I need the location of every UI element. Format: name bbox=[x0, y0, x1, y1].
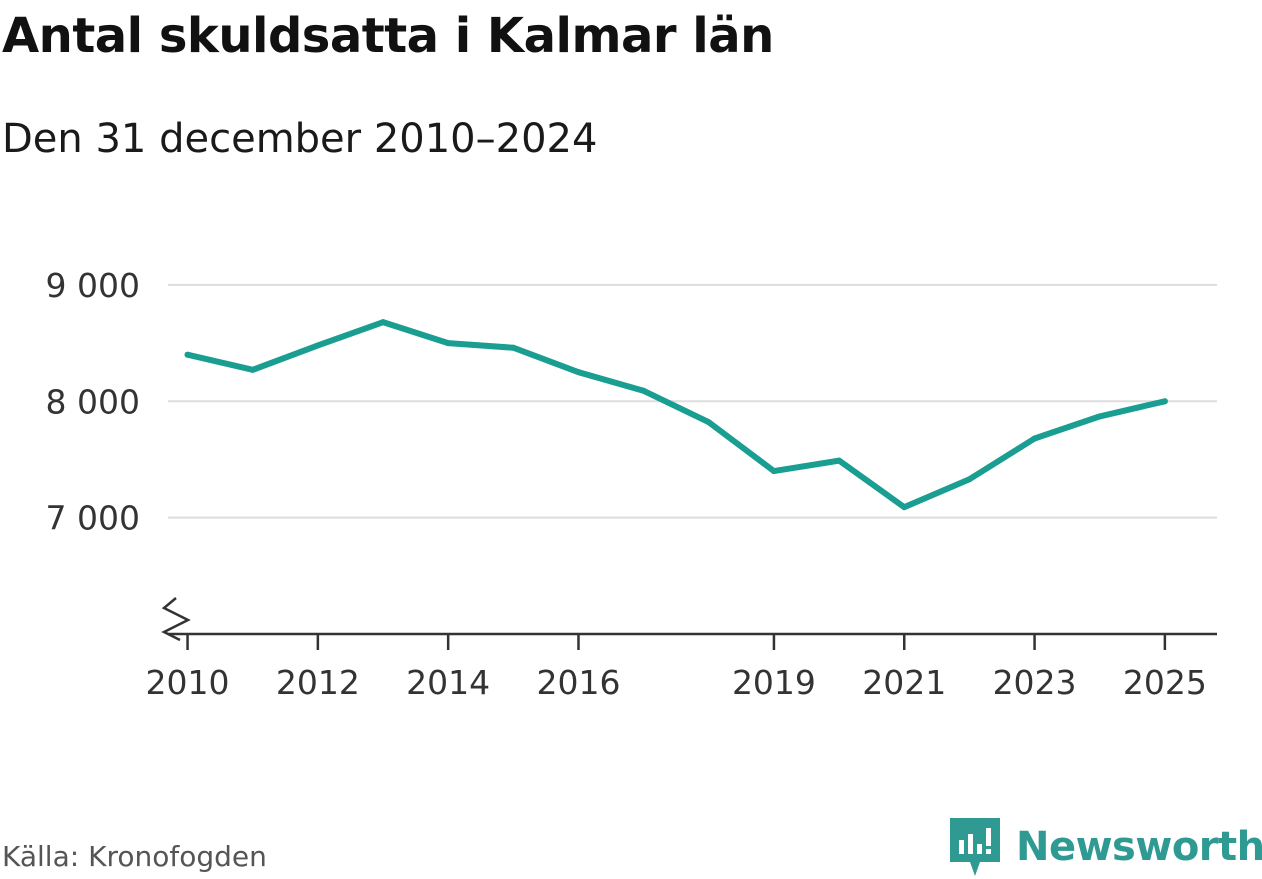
data-point bbox=[901, 504, 908, 511]
x-tick-label: 2025 bbox=[1123, 663, 1207, 702]
brand-logo: Newsworthy bbox=[950, 818, 1262, 876]
data-point bbox=[770, 468, 777, 475]
data-point bbox=[445, 340, 452, 347]
chart-subtitle: Den 31 december 2010–2024 bbox=[2, 116, 598, 162]
newsworthy-logo-icon bbox=[950, 818, 1000, 876]
chart-title: Antal skuldsatta i Kalmar län bbox=[2, 8, 774, 64]
data-point bbox=[1096, 413, 1103, 420]
x-tick-label: 2019 bbox=[732, 663, 816, 702]
data-point bbox=[705, 419, 712, 426]
series-layer bbox=[184, 319, 1168, 511]
data-point bbox=[1031, 435, 1038, 442]
brand-name: Newsworthy bbox=[1016, 824, 1262, 870]
gridlines bbox=[168, 283, 1217, 519]
x-tick-label: 2012 bbox=[276, 663, 360, 702]
data-point bbox=[836, 457, 843, 464]
data-point bbox=[640, 387, 647, 394]
data-point bbox=[1161, 398, 1168, 405]
data-point bbox=[249, 366, 256, 373]
data-point bbox=[510, 344, 517, 351]
x-tick-label: 2016 bbox=[536, 663, 620, 702]
x-tick-label: 2014 bbox=[406, 663, 490, 702]
data-point bbox=[184, 351, 191, 358]
data-point bbox=[314, 342, 321, 349]
y-axis-labels: 7 000 8 000 9 000 bbox=[46, 266, 140, 538]
y-tick-label: 7 000 bbox=[46, 499, 140, 538]
x-tick-label: 2010 bbox=[146, 663, 230, 702]
data-point bbox=[380, 319, 387, 326]
series-line-0 bbox=[184, 319, 1168, 511]
x-axis: 2010 2012 2014 2016 2019 2021 2023 2025 bbox=[146, 597, 1217, 702]
data-point bbox=[966, 476, 973, 483]
data-point bbox=[575, 369, 582, 376]
y-tick-label: 8 000 bbox=[46, 382, 140, 421]
x-tick-label: 2023 bbox=[993, 663, 1077, 702]
y-axis-break-icon bbox=[161, 597, 191, 642]
source-note: Källa: Kronofogden bbox=[2, 840, 267, 873]
y-tick-label: 9 000 bbox=[46, 266, 140, 305]
x-tick-label: 2021 bbox=[862, 663, 946, 702]
